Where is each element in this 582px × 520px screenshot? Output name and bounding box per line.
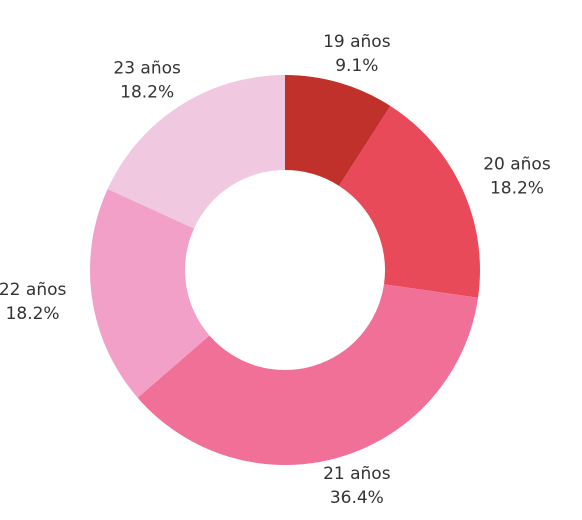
slice-value: 36.4% <box>330 488 384 508</box>
slice <box>107 74 285 229</box>
slice-label: 19 años <box>323 32 391 52</box>
slice-label: 23 años <box>113 59 181 79</box>
slice <box>339 105 480 298</box>
slice <box>285 75 391 186</box>
slice-value: 18.2% <box>6 304 60 324</box>
slice <box>90 188 210 398</box>
slice-label: 20 años <box>483 155 551 175</box>
slice-label: 22 años <box>0 280 66 300</box>
slice-value: 9.1% <box>335 56 378 76</box>
slice <box>137 284 479 466</box>
slice-label: 21 años <box>323 464 391 484</box>
slice-value: 18.2% <box>120 83 174 103</box>
slice-value: 18.2% <box>490 179 544 199</box>
